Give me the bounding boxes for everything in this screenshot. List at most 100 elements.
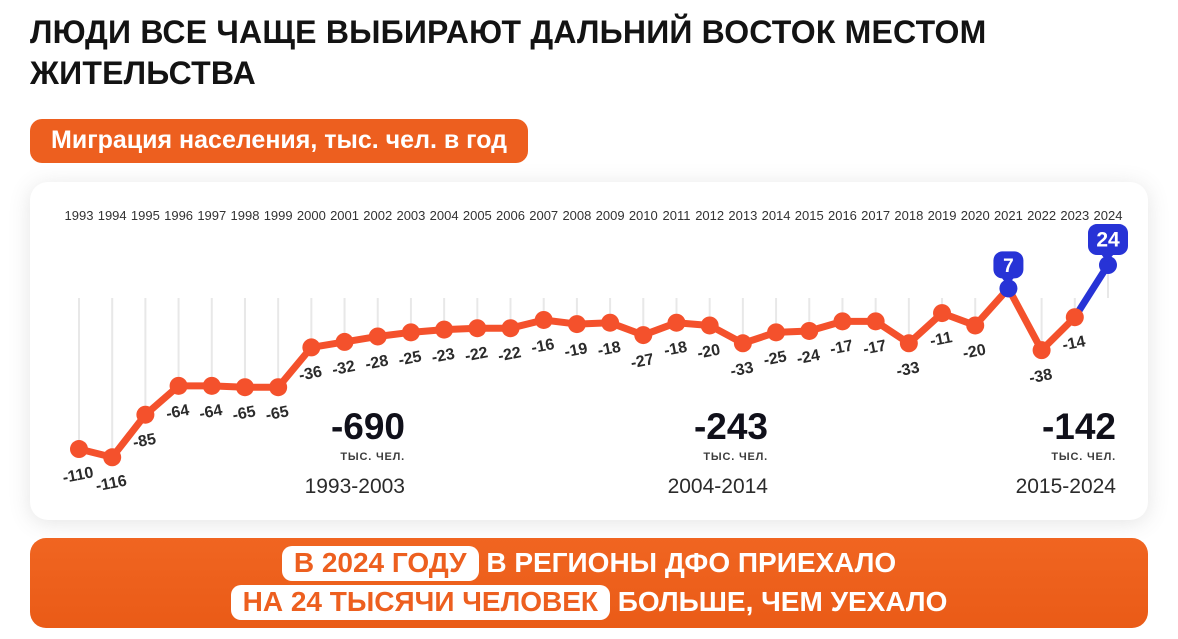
data-point	[567, 315, 586, 334]
banner-text-2: БОЛЬШЕ, ЧЕМ УЕХАЛО	[617, 586, 948, 617]
data-point	[202, 376, 221, 395]
value-label: -18	[596, 339, 622, 360]
data-point	[999, 279, 1018, 298]
value-label: -27	[629, 351, 655, 372]
data-point	[733, 334, 752, 353]
value-label: -64	[165, 402, 191, 423]
year-label: 2020	[961, 208, 990, 223]
badge-pointer	[1001, 277, 1015, 286]
year-label: 2001	[330, 208, 359, 223]
data-point	[302, 338, 321, 357]
data-point	[833, 312, 852, 331]
data-point	[534, 310, 553, 329]
year-label: 2023	[1060, 208, 1089, 223]
summary-range: 1993-2003	[304, 474, 405, 498]
value-label: -22	[497, 344, 523, 365]
highlight-badge	[993, 251, 1024, 279]
year-label: 1995	[131, 208, 160, 223]
value-label: -19	[563, 340, 589, 361]
data-point	[966, 316, 985, 335]
badge-pointer	[1101, 254, 1114, 263]
summary-range: 2015-2024	[1015, 474, 1116, 498]
year-label: 2013	[728, 208, 757, 223]
data-point	[136, 405, 155, 424]
value-label: -28	[364, 352, 390, 373]
value-label: -17	[829, 337, 855, 358]
data-point	[634, 326, 653, 345]
banner-line-1: В 2024 ГОДУ В РЕГИОНЫ ДФО ПРИЕХАЛО	[281, 545, 897, 581]
year-label: 2008	[562, 208, 591, 223]
migration-chart-panel: 1993 1994 1995 1996 1997 1998 1999 2000 2001 2002…	[30, 182, 1148, 520]
highlight-badge-value: 24	[1096, 229, 1120, 252]
data-point	[401, 323, 420, 342]
banner-highlight-year: В 2024 ГОДУ	[281, 545, 479, 581]
year-label: 1997	[197, 208, 226, 223]
value-label: -65	[264, 403, 290, 424]
period-summary-2015-2024: -142 ТЫС. ЧЕЛ. 2015-2024	[856, 406, 1116, 499]
value-label: -110	[61, 464, 95, 487]
year-label: 2014	[762, 208, 791, 223]
banner-highlight-amount: НА 24 ТЫСЯЧИ ЧЕЛОВЕК	[230, 585, 610, 621]
value-label: -32	[331, 358, 357, 379]
year-label: 2003	[396, 208, 425, 223]
year-label: 2006	[496, 208, 525, 223]
year-label: 2021	[994, 208, 1023, 223]
data-point	[866, 312, 885, 331]
value-label: -16	[530, 336, 556, 357]
data-point	[1099, 256, 1117, 275]
year-label: 2007	[529, 208, 558, 223]
value-label: -23	[430, 346, 456, 367]
data-point	[667, 313, 686, 332]
subtitle-badge-label: Миграция населения, тыс. чел. в год	[51, 126, 508, 154]
year-label: 2009	[596, 208, 625, 223]
data-point	[269, 378, 288, 397]
summary-range: 2004-2014	[667, 474, 768, 498]
subtitle-badge: Миграция населения, тыс. чел. в год	[30, 119, 529, 164]
year-label: 2022	[1027, 208, 1056, 223]
summary-value: -142	[1041, 406, 1116, 447]
year-label: 2024	[1094, 208, 1123, 223]
year-label: 1996	[164, 208, 193, 223]
year-label: 2005	[463, 208, 492, 223]
data-point	[767, 323, 786, 342]
value-label: -33	[895, 359, 921, 380]
value-label: -24	[795, 347, 821, 368]
summary-unit: ТЫС. ЧЕЛ.	[703, 450, 768, 463]
year-label: 1994	[98, 208, 127, 223]
value-label: -22	[463, 344, 489, 365]
value-label: -11	[929, 329, 954, 350]
data-point	[368, 327, 387, 346]
year-label: 2019	[928, 208, 957, 223]
value-label: -20	[696, 341, 722, 362]
summary-unit: ТЫС. ЧЕЛ.	[340, 450, 405, 463]
data-point	[435, 320, 454, 339]
value-label: -116	[94, 473, 128, 496]
period-summary-2004-2014: -243 ТЫС. ЧЕЛ. 2004-2014	[508, 406, 768, 499]
year-label: 2002	[363, 208, 392, 223]
year-label: 2016	[828, 208, 857, 223]
data-point	[235, 378, 254, 397]
year-label: 2011	[662, 208, 690, 223]
year-label: 2010	[629, 208, 658, 223]
year-label: 1998	[231, 208, 260, 223]
value-label: -36	[298, 363, 324, 384]
data-point	[501, 319, 520, 338]
year-label: 1993	[65, 208, 94, 223]
value-label: -25	[397, 348, 423, 369]
banner-text-1: В РЕГИОНЫ ДФО ПРИЕХАЛО	[486, 546, 897, 578]
banner-line-2: НА 24 ТЫСЯЧИ ЧЕЛОВЕК БОЛЬШЕ, ЧЕМ УЕХАЛО	[230, 585, 948, 621]
conclusion-banner: В 2024 ГОДУ В РЕГИОНЫ ДФО ПРИЕХАЛО НА 24…	[30, 538, 1148, 628]
page-title: ЛЮДИ ВСЕ ЧАЩЕ ВЫБИРАЮТ ДАЛЬНИЙ ВОСТОК МЕ…	[30, 14, 987, 91]
highlight-line-segment	[1071, 261, 1112, 321]
data-point	[700, 316, 719, 335]
highlight-badge-value: 7	[1003, 256, 1014, 277]
data-point	[800, 321, 819, 340]
migration-chart-svg: 1993 1994 1995 1996 1997 1998 1999 2000 2001 2002…	[61, 208, 1128, 496]
value-label: -20	[961, 341, 987, 362]
data-point	[899, 334, 918, 353]
year-label: 2004	[430, 208, 459, 223]
data-point	[468, 319, 487, 338]
value-label: -64	[198, 402, 224, 423]
summary-value: -243	[693, 406, 768, 447]
